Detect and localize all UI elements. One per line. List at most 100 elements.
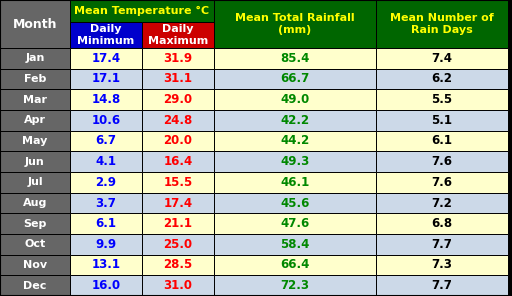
Bar bbox=[376, 131, 508, 151]
Bar bbox=[376, 172, 508, 193]
Bar bbox=[142, 110, 214, 131]
Bar bbox=[376, 110, 508, 131]
Text: Mean Total Rainfall
(mm): Mean Total Rainfall (mm) bbox=[235, 13, 355, 35]
Text: 6.1: 6.1 bbox=[432, 134, 453, 147]
Bar bbox=[214, 69, 376, 89]
Text: 14.8: 14.8 bbox=[91, 93, 121, 106]
Bar bbox=[376, 0, 508, 48]
Text: 3.7: 3.7 bbox=[96, 197, 116, 210]
Bar bbox=[214, 275, 376, 296]
Text: Mean Number of
Rain Days: Mean Number of Rain Days bbox=[390, 13, 494, 35]
Bar bbox=[70, 69, 142, 89]
Bar bbox=[214, 0, 376, 48]
Bar bbox=[70, 234, 142, 255]
Bar bbox=[70, 48, 142, 69]
Text: Mean Temperature °C: Mean Temperature °C bbox=[74, 6, 209, 16]
Bar bbox=[376, 69, 508, 89]
Bar bbox=[70, 0, 214, 22]
Text: 66.4: 66.4 bbox=[280, 258, 310, 271]
Bar bbox=[214, 151, 376, 172]
Bar bbox=[214, 234, 376, 255]
Text: 6.2: 6.2 bbox=[432, 73, 453, 86]
Bar bbox=[0, 131, 70, 151]
Text: 6.7: 6.7 bbox=[96, 134, 117, 147]
Text: Jul: Jul bbox=[27, 177, 43, 187]
Bar bbox=[0, 234, 70, 255]
Text: 7.7: 7.7 bbox=[432, 279, 453, 292]
Text: 7.2: 7.2 bbox=[432, 197, 453, 210]
Text: Oct: Oct bbox=[25, 239, 46, 249]
Text: 17.1: 17.1 bbox=[92, 73, 120, 86]
Text: Dec: Dec bbox=[24, 281, 47, 291]
Text: Daily
Minimum: Daily Minimum bbox=[77, 24, 135, 46]
Text: May: May bbox=[23, 136, 48, 146]
Text: 44.2: 44.2 bbox=[281, 134, 310, 147]
Bar bbox=[376, 89, 508, 110]
Text: Sep: Sep bbox=[24, 219, 47, 229]
Bar bbox=[70, 193, 142, 213]
Text: 25.0: 25.0 bbox=[163, 238, 193, 251]
Text: 13.1: 13.1 bbox=[92, 258, 120, 271]
Bar bbox=[70, 275, 142, 296]
Bar bbox=[214, 110, 376, 131]
Text: Apr: Apr bbox=[24, 115, 46, 125]
Bar bbox=[214, 89, 376, 110]
Text: 21.1: 21.1 bbox=[163, 217, 193, 230]
Bar bbox=[214, 172, 376, 193]
Text: 4.1: 4.1 bbox=[96, 155, 117, 168]
Bar bbox=[0, 275, 70, 296]
Bar bbox=[70, 89, 142, 110]
Bar bbox=[376, 234, 508, 255]
Text: 49.3: 49.3 bbox=[281, 155, 310, 168]
Text: 85.4: 85.4 bbox=[280, 52, 310, 65]
Text: Aug: Aug bbox=[23, 198, 47, 208]
Text: Jun: Jun bbox=[25, 157, 45, 167]
Bar bbox=[142, 275, 214, 296]
Bar bbox=[0, 69, 70, 89]
Bar bbox=[214, 255, 376, 275]
Text: 66.7: 66.7 bbox=[281, 73, 310, 86]
Bar bbox=[0, 151, 70, 172]
Text: 20.0: 20.0 bbox=[163, 134, 193, 147]
Bar bbox=[376, 151, 508, 172]
Text: 7.6: 7.6 bbox=[432, 155, 453, 168]
Bar bbox=[70, 131, 142, 151]
Text: 42.2: 42.2 bbox=[281, 114, 310, 127]
Bar bbox=[142, 234, 214, 255]
Text: 72.3: 72.3 bbox=[281, 279, 309, 292]
Bar bbox=[0, 255, 70, 275]
Bar bbox=[142, 131, 214, 151]
Bar bbox=[142, 151, 214, 172]
Bar bbox=[70, 172, 142, 193]
Bar bbox=[376, 48, 508, 69]
Text: 46.1: 46.1 bbox=[281, 176, 310, 189]
Bar bbox=[376, 213, 508, 234]
Bar bbox=[0, 172, 70, 193]
Bar bbox=[376, 275, 508, 296]
Bar bbox=[142, 22, 214, 48]
Text: 28.5: 28.5 bbox=[163, 258, 193, 271]
Bar bbox=[142, 69, 214, 89]
Bar bbox=[0, 193, 70, 213]
Text: 31.0: 31.0 bbox=[163, 279, 193, 292]
Text: 17.4: 17.4 bbox=[163, 197, 193, 210]
Bar bbox=[70, 110, 142, 131]
Text: Jan: Jan bbox=[25, 53, 45, 63]
Bar bbox=[214, 193, 376, 213]
Text: Daily
Maximum: Daily Maximum bbox=[148, 24, 208, 46]
Bar bbox=[0, 110, 70, 131]
Text: 5.5: 5.5 bbox=[432, 93, 453, 106]
Text: 24.8: 24.8 bbox=[163, 114, 193, 127]
Bar bbox=[142, 255, 214, 275]
Bar bbox=[0, 48, 70, 69]
Text: 7.7: 7.7 bbox=[432, 238, 453, 251]
Bar bbox=[214, 48, 376, 69]
Text: 16.0: 16.0 bbox=[92, 279, 120, 292]
Bar bbox=[142, 89, 214, 110]
Bar bbox=[70, 213, 142, 234]
Text: 29.0: 29.0 bbox=[163, 93, 193, 106]
Text: 9.9: 9.9 bbox=[95, 238, 117, 251]
Text: 7.4: 7.4 bbox=[432, 52, 453, 65]
Bar bbox=[142, 213, 214, 234]
Text: Month: Month bbox=[13, 17, 57, 30]
